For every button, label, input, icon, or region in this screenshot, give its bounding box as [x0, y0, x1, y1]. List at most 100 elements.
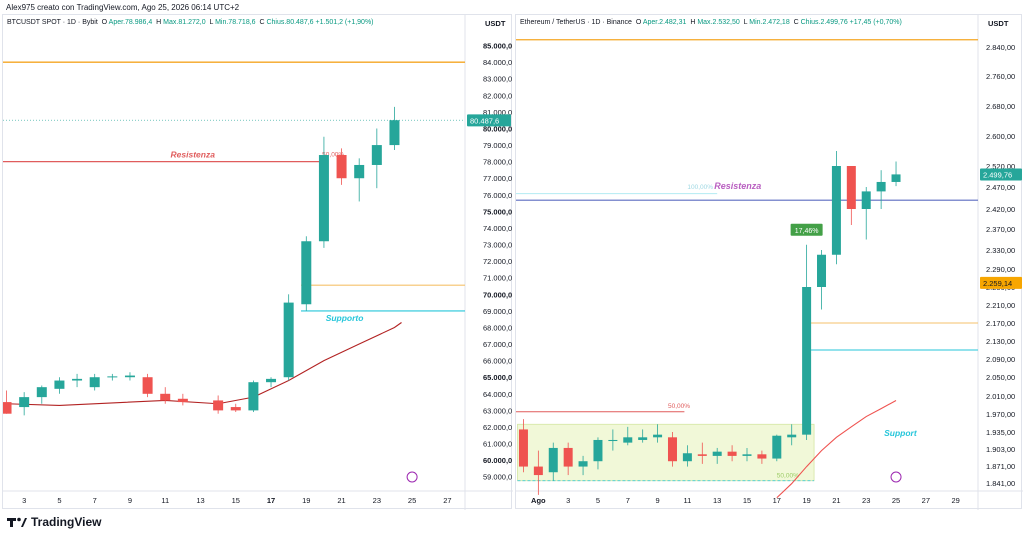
eth-y-tick-label: 2.210,00	[986, 301, 1015, 310]
btc-candle-body	[213, 400, 224, 411]
btc-open: Aper.78.986,4	[108, 19, 153, 26]
eth-y-tick-label: 1.970,00	[986, 410, 1015, 419]
btc-y-tick-label: 75.000,0	[483, 207, 512, 216]
btc-moving-average	[6, 322, 402, 406]
btc-y-tick-label: 62.000,0	[483, 423, 512, 432]
eth-y-tick-label: 2.760,00	[986, 72, 1015, 81]
btc-x-tick-label: 15	[232, 496, 240, 505]
eth-candle-body	[727, 451, 737, 456]
eth-y-tick-label: 2.470,00	[986, 183, 1015, 192]
btc-x-tick-label: 11	[161, 496, 169, 505]
eth-candle-body	[742, 454, 752, 456]
btc-candle-body	[354, 164, 365, 179]
eth-last-price-label: 2.499,76	[983, 171, 1012, 180]
eth-candle-body	[802, 287, 812, 435]
btc-resistance-pct: 50,00%	[322, 152, 344, 159]
btc-candle-body	[301, 241, 312, 305]
eth-close-label: C	[793, 19, 799, 26]
eth-x-tick-label: Ago	[531, 496, 546, 505]
btc-y-tick-label: 59.000,0	[483, 473, 512, 482]
eth-x-tick-label: 3	[566, 496, 570, 505]
eth-high: Max.2.532,50	[697, 19, 740, 26]
eth-x-tick-label: 17	[773, 496, 781, 505]
eth-candle-body	[891, 174, 901, 182]
eth-consolidation-zone	[517, 423, 815, 482]
eth-candle-body	[861, 191, 871, 209]
btc-change: +1.501,2 (+1,90%)	[315, 19, 374, 26]
btc-y-tick-label: 65.000,0	[483, 373, 512, 382]
eth-last-price-tag	[980, 168, 1022, 181]
eth-y-tick-label: 2.050,00	[986, 373, 1015, 382]
btc-resistance-label: Resistenza	[171, 150, 216, 160]
eth-chart-canvas[interactable]: 1.841,00 1.871,00 1.903,00 1.935,00 1.970,00…	[516, 15, 1023, 510]
btc-candle-body	[177, 398, 188, 403]
eth-unit: USDT	[988, 19, 1009, 28]
eth-x-tick-label: 7	[626, 496, 630, 505]
eth-support-label: Support	[884, 428, 918, 438]
btc-y-tick-label: 78.000,0	[483, 158, 512, 167]
btc-y-tick-label: 67.000,0	[483, 340, 512, 349]
btc-x-tick-label: 25	[408, 496, 416, 505]
eth-y-tick-label: 2.090,00	[986, 355, 1015, 364]
btc-candle-body	[336, 155, 347, 179]
btc-x-tick-label: 7	[93, 496, 97, 505]
eth-x-tick-label: 5	[596, 496, 600, 505]
eth-x-tick-label: 23	[862, 496, 870, 505]
eth-close: Chius.2.499,76	[800, 19, 848, 26]
eth-marker-price-tag	[980, 276, 1022, 289]
eth-open-label: O	[635, 19, 642, 26]
eth-candle-body	[563, 447, 573, 467]
btc-y-tick-label: 69.000,0	[483, 307, 512, 316]
eth-legend: Ethereum / TetherUS · 1D · Binance O Ape…	[520, 19, 902, 26]
btc-candle-body	[389, 120, 400, 146]
eth-chart-panel[interactable]: 1.841,00 1.871,00 1.903,00 1.935,00 1.970,00…	[515, 14, 1023, 510]
eth-candle-body	[608, 439, 618, 442]
btc-high-label: H	[156, 19, 162, 26]
btc-chart-panel[interactable]: 59.000,0 60.000,0 61.000,0 62.000,0 63.000,0…	[2, 14, 513, 510]
eth-x-tick-label: 15	[743, 496, 751, 505]
creator-label: Alex975 creato con TradingView.com, Ago …	[6, 3, 240, 12]
btc-candle-body	[107, 376, 118, 378]
btc-close: Chius.80.487,6	[266, 19, 314, 26]
btc-y-tick-label: 66.000,0	[483, 357, 512, 366]
btc-x-tick-label: 19	[302, 496, 310, 505]
eth-zone-pct: 50,00%	[777, 473, 799, 480]
btc-close-label: C	[259, 19, 265, 26]
eth-candle-body	[578, 461, 588, 467]
eth-symbol: Ethereum / TetherUS · 1D · Binance	[520, 19, 632, 26]
eth-candle-body	[638, 437, 648, 440]
eth-y-tick-label: 1.871,00	[986, 462, 1015, 471]
btc-candle-body	[54, 380, 65, 389]
btc-candle-body	[371, 145, 382, 165]
eth-y-tick-label: 2.010,00	[986, 392, 1015, 401]
btc-chart-canvas[interactable]: 59.000,0 60.000,0 61.000,0 62.000,0 63.000,0…	[3, 15, 513, 510]
eth-y-tick-label: 2.130,00	[986, 337, 1015, 346]
eth-x-tick-label: 27	[922, 496, 930, 505]
btc-legend: BTCUSDT SPOT · 1D · Bybit O Aper.78.986,…	[7, 19, 374, 26]
btc-x-tick-label: 23	[373, 496, 381, 505]
btc-x-tick-label: 9	[128, 496, 132, 505]
eth-candle-body	[831, 166, 841, 255]
eth-y-tick-label: 1.903,00	[986, 445, 1015, 454]
btc-candle-body	[72, 378, 83, 381]
btc-support-label: Supporto	[326, 313, 364, 323]
eth-candle-body	[757, 454, 767, 459]
eth-candle-body	[712, 451, 722, 456]
tradingview-logo[interactable]: TradingView	[7, 515, 101, 529]
eth-fib-pct: 100,00%	[687, 184, 713, 191]
btc-x-tick-label: 21	[337, 496, 345, 505]
eth-y-tick-label: 1.935,00	[986, 428, 1015, 437]
eth-y-tick-label: 2.290,00	[986, 265, 1015, 274]
btc-candle-body	[248, 382, 259, 411]
btc-y-tick-label: 60.000,0	[483, 456, 512, 465]
eth-candle-body	[623, 437, 633, 443]
btc-candle-body	[283, 302, 294, 378]
eth-candle-body	[682, 453, 692, 462]
btc-x-tick-label: 17	[267, 496, 275, 505]
eth-x-tick-label: 19	[802, 496, 810, 505]
eth-y-tick-label: 2.520,00	[986, 162, 1015, 171]
btc-y-tick-label: 84.000,0	[483, 58, 512, 67]
eth-candle-body	[548, 447, 558, 473]
eth-y-tick-label: 2.170,00	[986, 319, 1015, 328]
eth-low-label: L	[743, 19, 748, 26]
